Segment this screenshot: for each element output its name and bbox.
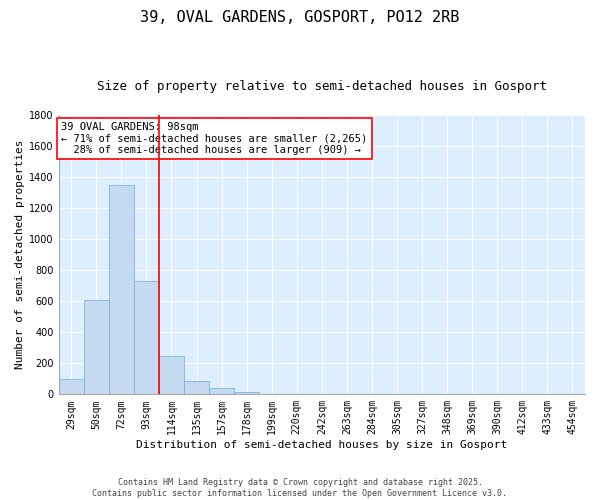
Title: Size of property relative to semi-detached houses in Gosport: Size of property relative to semi-detach… (97, 80, 547, 93)
Bar (209, 388, 234, 394)
Bar (59, 379, 84, 394)
X-axis label: Distribution of semi-detached houses by size in Gosport: Distribution of semi-detached houses by … (136, 440, 508, 450)
Bar (234, 392, 259, 394)
Bar (184, 381, 209, 394)
Text: 39 OVAL GARDENS: 98sqm
← 71% of semi-detached houses are smaller (2,265)
  28% o: 39 OVAL GARDENS: 98sqm ← 71% of semi-det… (61, 122, 368, 155)
Bar (109, 185, 134, 394)
Bar (84, 300, 109, 394)
Text: Contains HM Land Registry data © Crown copyright and database right 2025.
Contai: Contains HM Land Registry data © Crown c… (92, 478, 508, 498)
Text: 39, OVAL GARDENS, GOSPORT, PO12 2RB: 39, OVAL GARDENS, GOSPORT, PO12 2RB (140, 10, 460, 25)
Y-axis label: Number of semi-detached properties: Number of semi-detached properties (15, 140, 25, 370)
Bar (134, 281, 159, 394)
Bar (159, 356, 184, 395)
